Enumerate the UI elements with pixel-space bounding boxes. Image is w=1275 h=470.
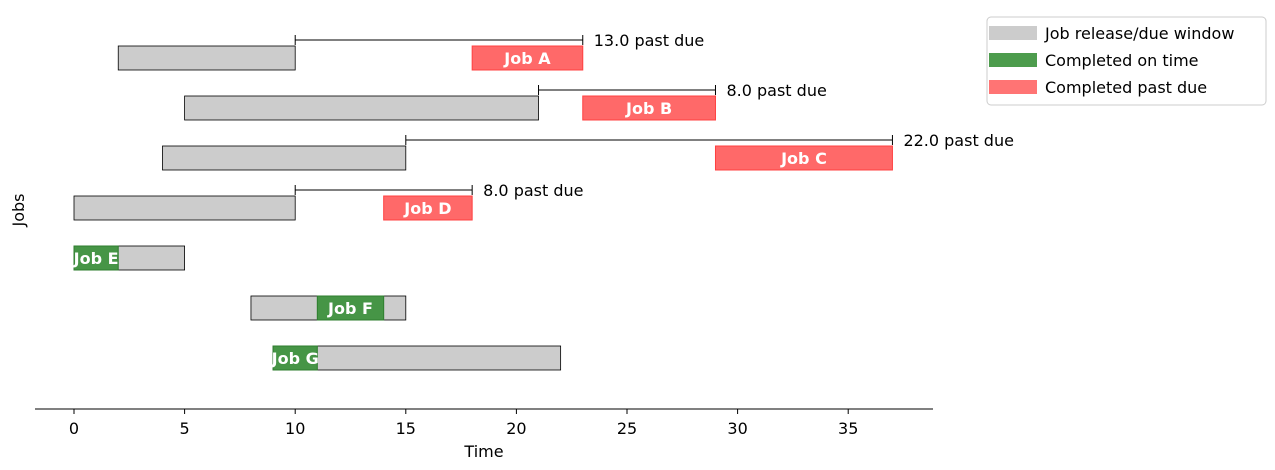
- job-bar-job-b: [582, 95, 716, 121]
- job-label-job-d: Job D: [403, 199, 451, 218]
- job-bar-job-d: [383, 195, 473, 221]
- x-tick-label-20: 20: [506, 419, 526, 438]
- tardiness-label-job-c: 22.0 past due: [903, 131, 1014, 150]
- job-bar-job-g: [272, 345, 318, 371]
- x-tick-label-10: 10: [285, 419, 305, 438]
- legend-swatch-past-due: [989, 80, 1037, 94]
- x-tick-label-30: 30: [727, 419, 747, 438]
- x-tick-label-35: 35: [838, 419, 858, 438]
- legend-label-past-due: Completed past due: [1045, 78, 1207, 97]
- tardiness-label-job-b: 8.0 past due: [726, 81, 826, 100]
- window-bar-job-a: [117, 45, 296, 71]
- legend-label-window: Job release/due window: [1044, 24, 1234, 43]
- x-tick-label-5: 5: [180, 419, 190, 438]
- job-label-job-a: Job A: [503, 49, 551, 68]
- job-label-job-e: Job E: [73, 249, 119, 268]
- x-axis-title: Time: [463, 442, 503, 461]
- window-bar-job-g: [272, 345, 562, 371]
- window-bars: [73, 45, 562, 371]
- window-bar-job-d: [73, 195, 296, 221]
- legend: Job release/due window Completed on time C…: [986, 16, 1267, 106]
- window-bar-job-c: [162, 145, 407, 171]
- x-axis: 0 5 10 15 20 25 30 35: [35, 408, 933, 438]
- x-tick-label-0: 0: [69, 419, 79, 438]
- legend-swatch-window: [989, 26, 1037, 40]
- y-axis-title: Jobs: [9, 194, 28, 228]
- job-bar-job-f: [316, 295, 385, 321]
- job-label-job-c: Job C: [780, 149, 827, 168]
- job-bar-job-c: [714, 145, 893, 171]
- legend-swatch-on-time: [989, 53, 1037, 67]
- job-bar-job-e: [73, 245, 119, 271]
- x-tick-label-15: 15: [396, 419, 416, 438]
- tardiness-label-job-d: 8.0 past due: [483, 181, 583, 200]
- job-bars: Job A Job B Job C Job D Job E Job F Job G: [73, 45, 893, 371]
- tardiness-label-job-a: 13.0 past due: [594, 31, 705, 50]
- window-bar-job-b: [184, 95, 539, 121]
- legend-label-on-time: Completed on time: [1045, 51, 1199, 70]
- tardiness-brackets: 13.0 past due 8.0 past due 22.0 past due 8.…: [294, 31, 1014, 200]
- x-tick-label-25: 25: [617, 419, 637, 438]
- job-label-job-f: Job F: [327, 299, 373, 318]
- legend-frame: [986, 16, 1267, 106]
- job-label-job-g: Job G: [271, 349, 319, 368]
- job-label-job-b: Job B: [625, 99, 672, 118]
- job-bar-job-a: [471, 45, 584, 71]
